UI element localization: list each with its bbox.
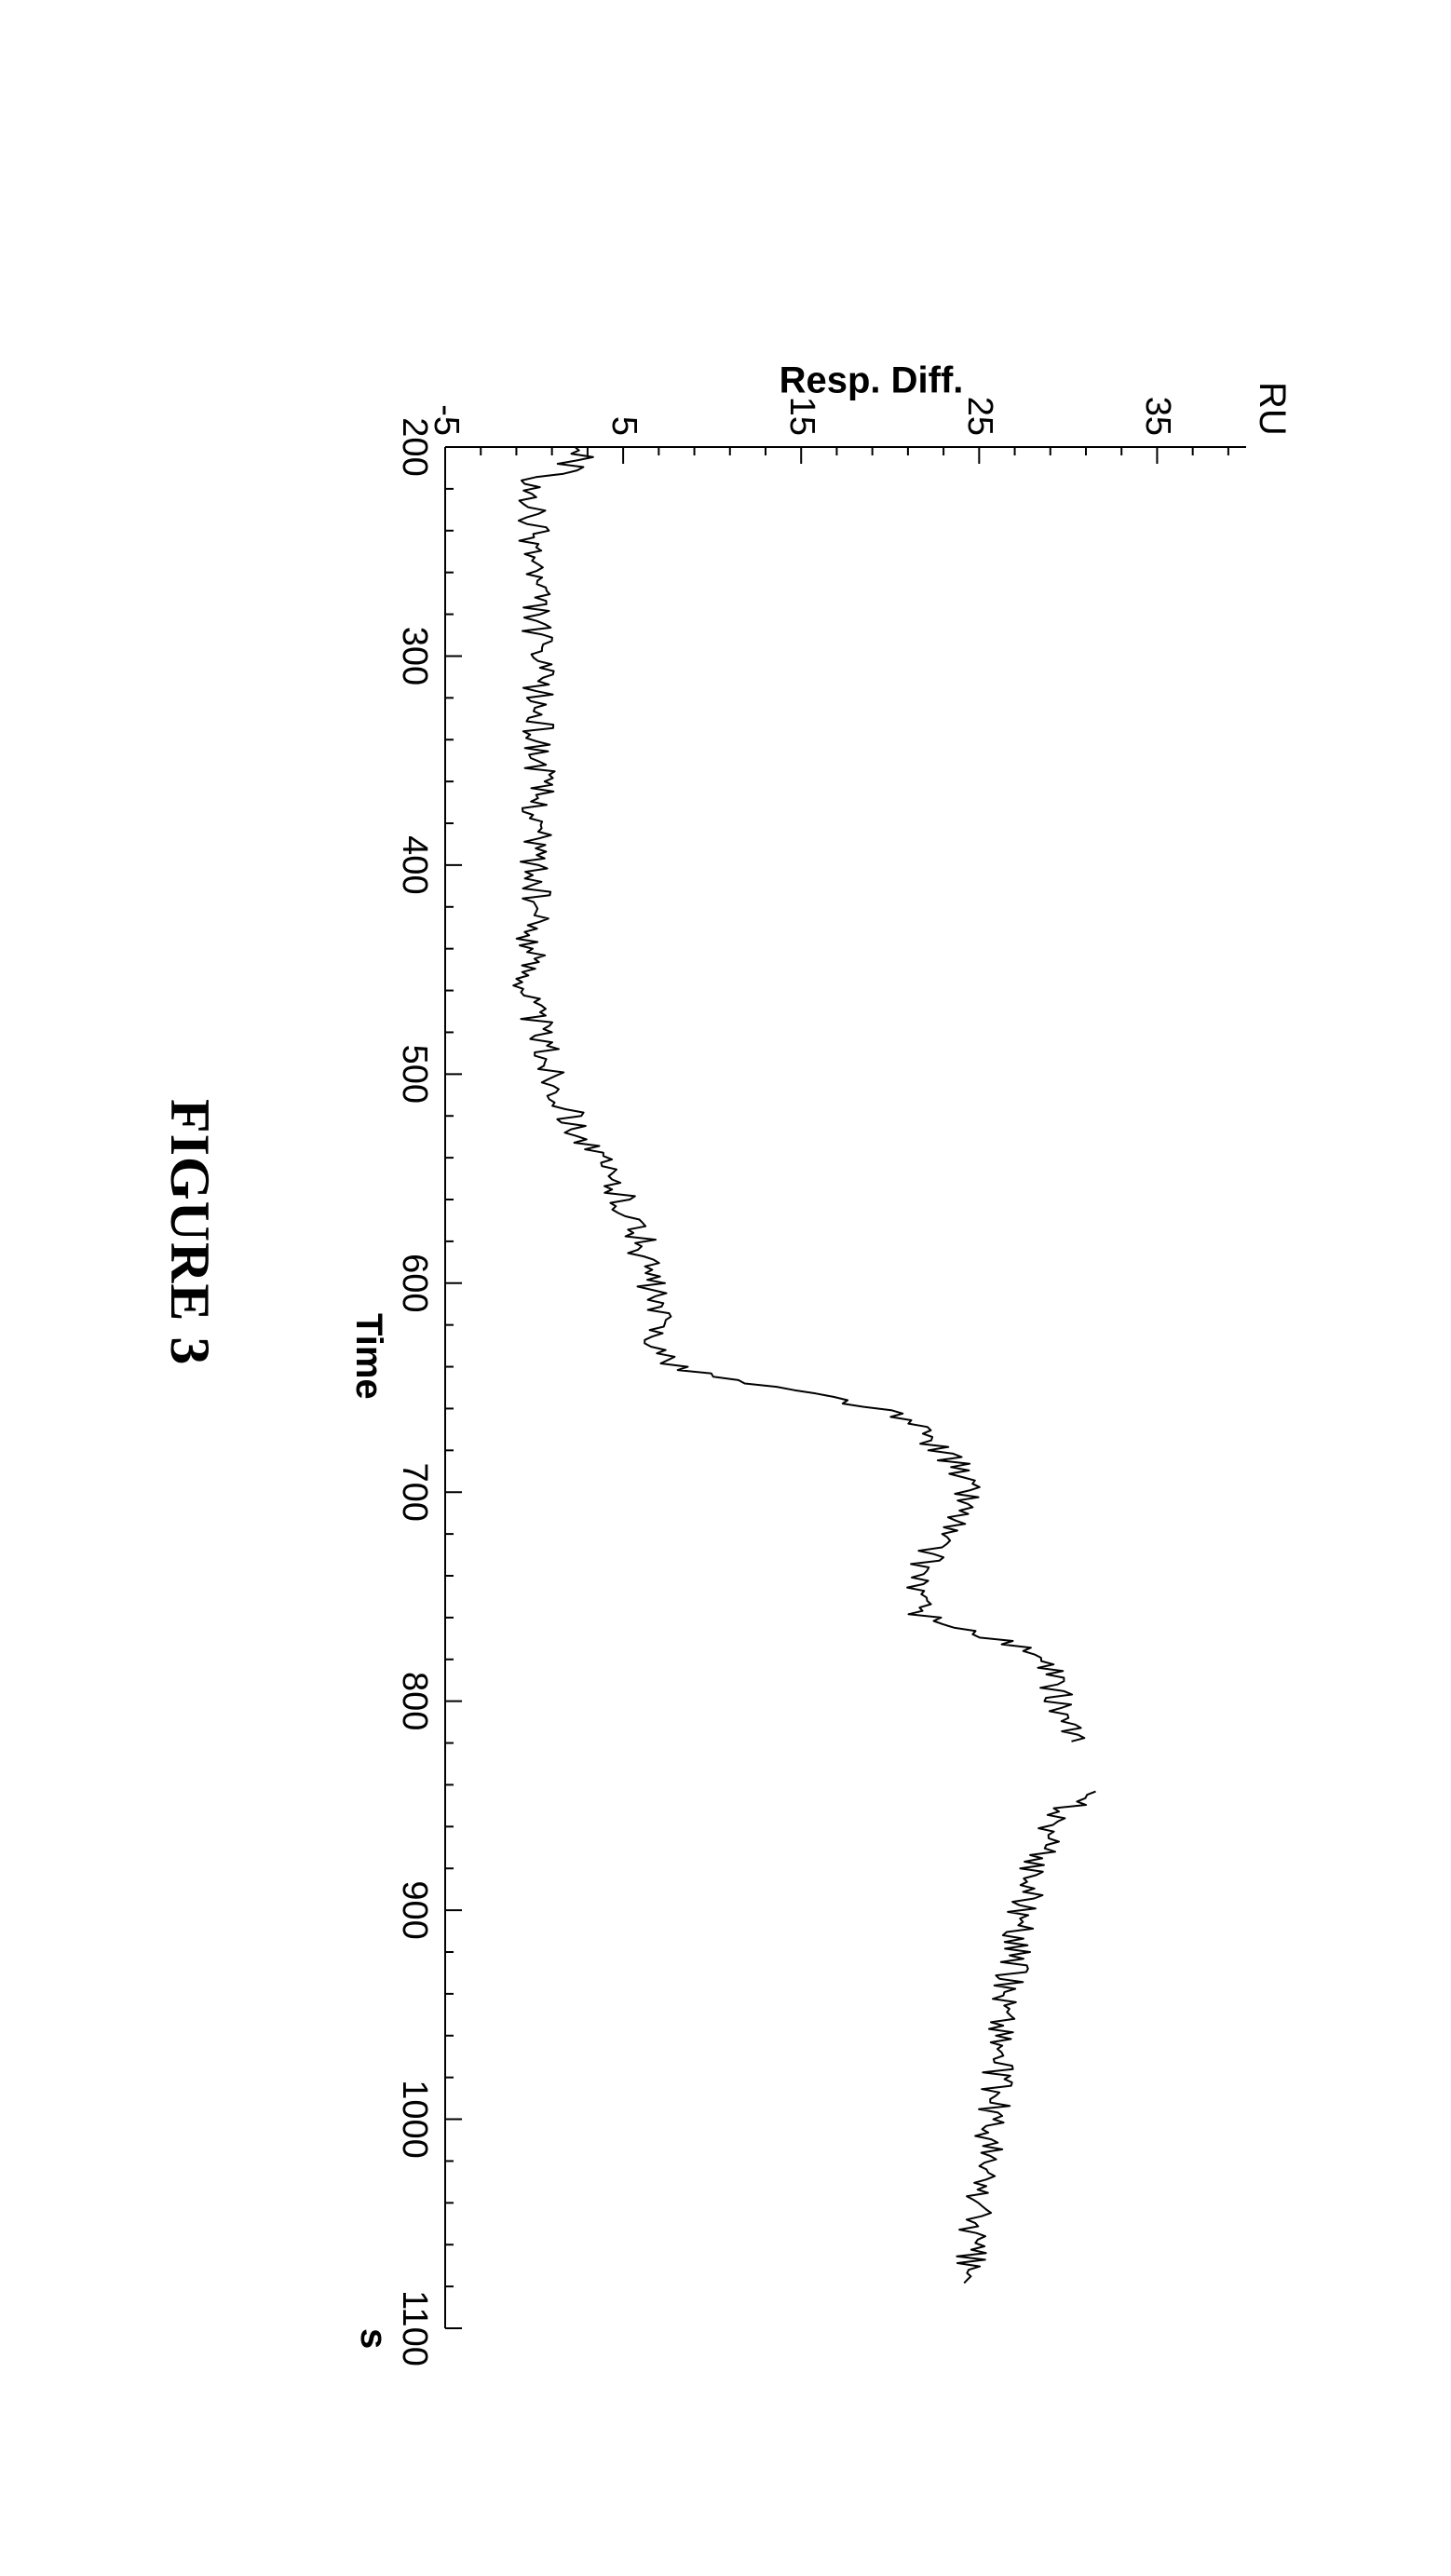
x-tick-label: 300 bbox=[394, 609, 434, 702]
chart-area: RU Resp. Diff. Time s -55152535 20030040… bbox=[352, 335, 1283, 2338]
x-tick-label: 500 bbox=[394, 1027, 434, 1120]
y-tick-label: 5 bbox=[603, 361, 644, 436]
landscape-container: RU Resp. Diff. Time s -55152535 20030040… bbox=[0, 0, 1451, 2576]
x-tick-label: 1000 bbox=[394, 2073, 434, 2166]
y-tick-label: 35 bbox=[1137, 361, 1177, 436]
x-tick-label: 700 bbox=[394, 1445, 434, 1539]
figure-caption: FIGURE 3 bbox=[157, 1099, 222, 1365]
x-axis-label: Time bbox=[347, 1313, 389, 1400]
x-unit-label: s bbox=[352, 2328, 394, 2349]
sensorgram-chart bbox=[352, 335, 1283, 2338]
y-tick-label: 25 bbox=[959, 361, 999, 436]
x-tick-label: 900 bbox=[394, 1864, 434, 1957]
x-tick-label: 800 bbox=[394, 1655, 434, 1748]
x-tick-label: 1100 bbox=[394, 2282, 434, 2375]
y-unit-label: RU bbox=[1251, 382, 1293, 436]
x-tick-label: 600 bbox=[394, 1237, 434, 1330]
x-tick-label: 400 bbox=[394, 819, 434, 912]
x-tick-label: 200 bbox=[394, 400, 434, 494]
y-tick-label: 15 bbox=[781, 361, 821, 436]
